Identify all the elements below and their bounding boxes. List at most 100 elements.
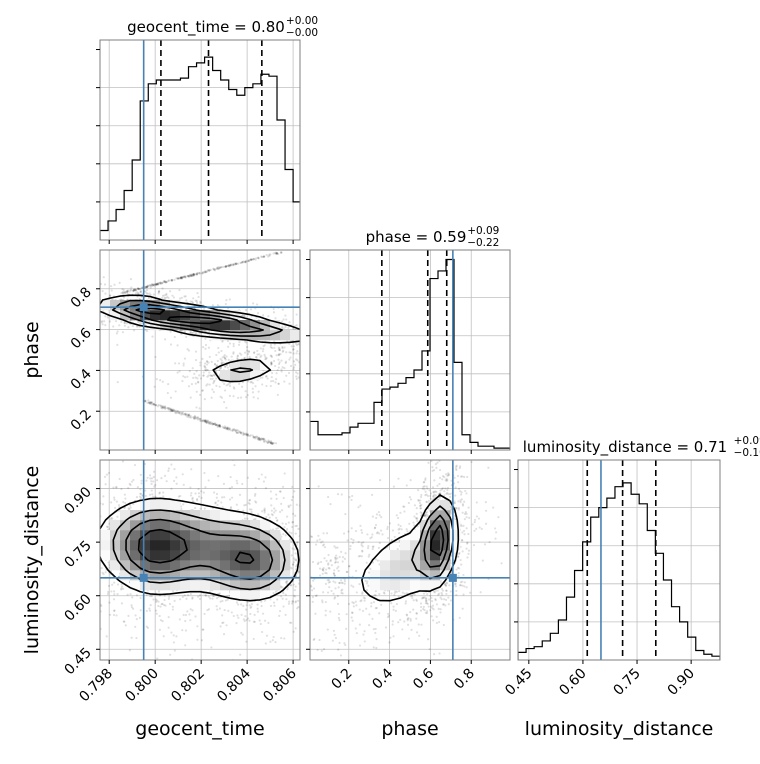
scatter-point <box>303 557 305 559</box>
scatter-point <box>242 633 244 635</box>
scatter-point <box>230 476 232 478</box>
scatter-point <box>196 625 198 627</box>
scatter-point <box>198 495 200 497</box>
scatter-point <box>273 511 275 513</box>
density-cell <box>140 550 150 560</box>
scatter-point <box>214 424 216 426</box>
scatter-point <box>71 316 73 318</box>
scatter-point <box>282 486 284 488</box>
scatter-point <box>194 492 196 494</box>
scatter-point <box>140 482 142 484</box>
scatter-point <box>101 321 103 323</box>
scatter-point <box>249 607 251 609</box>
scatter-point <box>155 598 157 600</box>
scatter-point <box>48 572 50 574</box>
scatter-point <box>201 358 203 360</box>
scatter-point <box>172 608 174 610</box>
scatter-point <box>276 498 278 500</box>
scatter-point <box>290 584 292 586</box>
scatter-point <box>173 279 175 281</box>
scatter-point <box>34 455 36 457</box>
scatter-point <box>81 581 83 583</box>
scatter-point <box>302 499 304 501</box>
scatter-point <box>281 320 283 322</box>
scatter-point <box>306 560 308 562</box>
scatter-point <box>390 374 392 376</box>
scatter-point <box>152 496 154 498</box>
scatter-point <box>320 316 322 318</box>
scatter-point <box>282 351 284 353</box>
scatter-point <box>86 314 88 316</box>
scatter-point <box>21 290 23 292</box>
scatter-point <box>203 472 205 474</box>
scatter-point <box>242 605 244 607</box>
scatter-point <box>240 614 242 616</box>
scatter-point <box>346 546 348 548</box>
scatter-point <box>221 266 223 268</box>
scatter-point <box>436 622 438 624</box>
scatter-point <box>296 607 298 609</box>
scatter-point <box>91 289 93 291</box>
scatter-point <box>230 662 232 664</box>
scatter-point <box>199 598 201 600</box>
scatter-point <box>127 615 129 617</box>
scatter-point <box>151 489 153 491</box>
scatter-point <box>270 364 272 366</box>
scatter-point <box>338 338 340 340</box>
scatter-point <box>271 510 273 512</box>
scatter-point <box>440 592 442 594</box>
scatter-point <box>63 322 65 324</box>
scatter-point <box>338 518 340 520</box>
scatter-point <box>304 567 306 569</box>
scatter-point <box>71 528 73 530</box>
scatter-point <box>194 507 196 509</box>
scatter-point <box>67 304 69 306</box>
scatter-point <box>317 604 319 606</box>
scatter-point <box>122 460 124 462</box>
scatter-point <box>231 611 233 613</box>
scatter-point <box>457 575 459 577</box>
scatter-point <box>270 380 272 382</box>
scatter-point <box>181 380 183 382</box>
scatter-point <box>267 315 269 317</box>
scatter-point <box>229 487 231 489</box>
scatter-point <box>175 411 177 413</box>
scatter-point <box>301 531 303 533</box>
scatter-point <box>265 385 267 387</box>
scatter-point <box>135 637 137 639</box>
scatter-point <box>282 318 284 320</box>
scatter-point <box>61 500 63 502</box>
scatter-point <box>197 596 199 598</box>
scatter-point <box>215 385 217 387</box>
scatter-point <box>286 528 288 530</box>
scatter-point <box>312 613 314 615</box>
scatter-point <box>257 513 259 515</box>
density-cell <box>270 580 280 590</box>
scatter-point <box>157 405 159 407</box>
histogram-luminosity_distance <box>518 483 720 660</box>
scatter-point <box>248 604 250 606</box>
scatter-point <box>44 577 46 579</box>
scatter-point <box>215 377 217 379</box>
scatter-point <box>182 503 184 505</box>
scatter-point <box>97 528 99 530</box>
scatter-point <box>292 368 294 370</box>
scatter-point <box>226 355 228 357</box>
scatter-point <box>146 330 148 332</box>
scatter-point <box>445 593 447 595</box>
scatter-point <box>120 488 122 490</box>
scatter-point <box>190 468 192 470</box>
scatter-point <box>117 381 119 383</box>
scatter-point <box>311 331 313 333</box>
scatter-point <box>200 377 202 379</box>
density-cell <box>210 570 220 580</box>
scatter-point <box>294 525 296 527</box>
density-panel-phase-luminosity_distance <box>260 416 552 684</box>
scatter-point <box>70 466 72 468</box>
scatter-point <box>414 504 416 506</box>
scatter-point <box>93 557 95 559</box>
scatter-point <box>283 526 285 528</box>
scatter-point <box>199 302 201 304</box>
scatter-point <box>295 375 297 377</box>
scatter-point <box>141 287 143 289</box>
